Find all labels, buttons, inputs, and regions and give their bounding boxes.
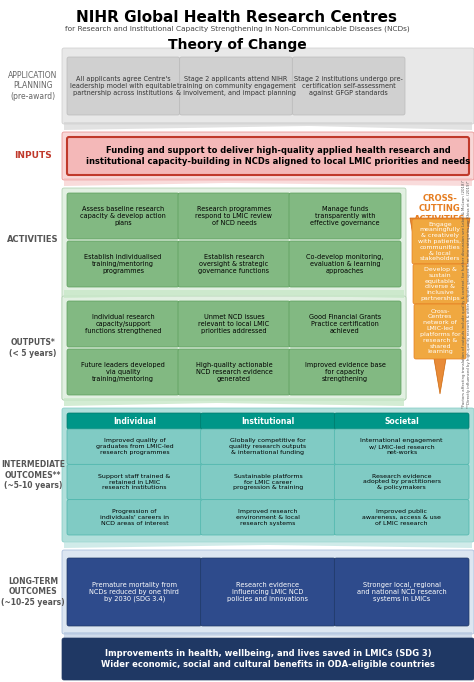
Text: Individual research
capacity/support
functions strengthened: Individual research capacity/support fun… (85, 314, 161, 334)
Text: Unmet NCD issues
relevant to local LMIC
priorities addressed: Unmet NCD issues relevant to local LMIC … (199, 314, 270, 334)
FancyBboxPatch shape (67, 193, 179, 239)
Text: Develop &
sustain
equitable,
diverse &
inclusive
partnerships: Develop & sustain equitable, diverse & i… (420, 267, 460, 301)
Text: Research evidence
adopted by practitioners
& policymakers: Research evidence adopted by practitione… (363, 474, 441, 490)
FancyBboxPatch shape (334, 464, 469, 500)
Text: Research programmes
respond to LMIC review
of NCD needs: Research programmes respond to LMIC revi… (195, 206, 273, 226)
FancyBboxPatch shape (289, 241, 401, 287)
FancyBboxPatch shape (289, 349, 401, 395)
Text: for Research and Institutional Capacity Strengthening in Non-Communicable Diseas: for Research and Institutional Capacity … (64, 25, 410, 31)
FancyBboxPatch shape (67, 241, 179, 287)
Text: Research evidence
influencing LMIC NCD
policies and innovations: Research evidence influencing LMIC NCD p… (228, 582, 309, 602)
Text: Good Financial Grants
Practice certification
achieved: Good Financial Grants Practice certifica… (309, 314, 381, 334)
Text: Theory of Change: Theory of Change (168, 38, 306, 52)
Text: *Factors affecting translation of outputs include quality & context; for further: *Factors affecting translation of output… (463, 180, 471, 409)
FancyBboxPatch shape (62, 48, 474, 124)
Text: ACTIVITIES: ACTIVITIES (7, 235, 59, 245)
Text: High-quality actionable
NCD research evidence
generated: High-quality actionable NCD research evi… (196, 362, 273, 382)
Polygon shape (64, 178, 472, 186)
FancyBboxPatch shape (62, 408, 474, 542)
Text: Establish individualised
training/mentoring
programmes: Establish individualised training/mentor… (84, 254, 162, 274)
FancyBboxPatch shape (334, 558, 469, 626)
Text: Establish research
oversight & strategic
governance functions: Establish research oversight & strategic… (199, 254, 270, 274)
Polygon shape (64, 398, 404, 406)
FancyBboxPatch shape (67, 301, 179, 347)
Polygon shape (64, 122, 472, 130)
Text: NIHR Global Health Research Centres: NIHR Global Health Research Centres (76, 10, 398, 25)
Text: Engage
meaningfully
& creatively
with patients,
communities
& local
stakeholders: Engage meaningfully & creatively with pa… (419, 222, 462, 261)
FancyBboxPatch shape (178, 241, 290, 287)
FancyBboxPatch shape (67, 349, 179, 395)
FancyBboxPatch shape (62, 550, 474, 634)
FancyBboxPatch shape (178, 301, 290, 347)
FancyBboxPatch shape (62, 296, 406, 400)
FancyBboxPatch shape (412, 219, 468, 264)
FancyBboxPatch shape (180, 57, 292, 115)
Text: Support staff trained &
retained in LMIC
research institutions: Support staff trained & retained in LMIC… (98, 474, 171, 490)
FancyBboxPatch shape (67, 57, 180, 115)
Text: OUTPUTS*
(< 5 years): OUTPUTS* (< 5 years) (9, 338, 57, 357)
FancyBboxPatch shape (67, 137, 469, 175)
FancyBboxPatch shape (62, 638, 474, 680)
Polygon shape (64, 632, 472, 638)
Text: Stage 2 institutions undergo pre-
certification self-assessment
against GFGP sta: Stage 2 institutions undergo pre- certif… (294, 76, 403, 96)
Polygon shape (410, 218, 470, 394)
Text: Improved public
awareness, access & use
of LMIC research: Improved public awareness, access & use … (362, 509, 441, 526)
Text: Future leaders developed
via quality
training/mentoring: Future leaders developed via quality tra… (81, 362, 165, 382)
Text: Cross-
Centres
network of
LMIC-led
platforms for
research &
shared
learning: Cross- Centres network of LMIC-led platf… (419, 309, 460, 355)
FancyBboxPatch shape (67, 429, 201, 464)
Text: Stage 2 applicants attend NIHR
training on community engagement
& involvement, a: Stage 2 applicants attend NIHR training … (176, 76, 296, 96)
Text: International engagement
w/ LMIC-led research
net-works: International engagement w/ LMIC-led res… (360, 439, 443, 455)
FancyBboxPatch shape (413, 264, 467, 304)
Text: Manage funds
transparently with
effective governance: Manage funds transparently with effectiv… (310, 206, 380, 226)
Polygon shape (64, 540, 472, 548)
FancyBboxPatch shape (62, 188, 406, 400)
Text: Co-develop monitoring,
evaluation & learning
approaches: Co-develop monitoring, evaluation & lear… (306, 254, 383, 274)
FancyBboxPatch shape (292, 57, 405, 115)
FancyBboxPatch shape (289, 193, 401, 239)
Text: INPUTS: INPUTS (14, 151, 52, 160)
Text: Individual: Individual (113, 417, 156, 426)
FancyBboxPatch shape (201, 558, 335, 626)
FancyBboxPatch shape (334, 429, 469, 464)
FancyBboxPatch shape (62, 132, 474, 180)
Text: APPLICATION
PLANNING
(pre-award): APPLICATION PLANNING (pre-award) (9, 71, 58, 101)
Polygon shape (64, 290, 404, 298)
Text: Improved research
environment & local
research systems: Improved research environment & local re… (236, 509, 300, 526)
Text: All applicants agree Centre's
leadership model with equitable
partnership across: All applicants agree Centre's leadership… (70, 76, 176, 96)
FancyBboxPatch shape (201, 500, 335, 535)
Text: Premature mortality from
NCDs reduced by one third
by 2030 (SDG 3.4): Premature mortality from NCDs reduced by… (90, 582, 179, 602)
FancyBboxPatch shape (414, 304, 466, 359)
FancyBboxPatch shape (201, 429, 335, 464)
FancyBboxPatch shape (334, 413, 469, 429)
Text: Societal: Societal (384, 417, 419, 426)
Text: Funding and support to deliver high-quality applied health research and
institut: Funding and support to deliver high-qual… (86, 147, 470, 166)
FancyBboxPatch shape (334, 500, 469, 535)
Text: Progression of
individuals' careers in
NCD areas of interest: Progression of individuals' careers in N… (100, 509, 169, 526)
Text: LONG-TERM
OUTCOMES
(~10-25 years): LONG-TERM OUTCOMES (~10-25 years) (1, 577, 65, 607)
FancyBboxPatch shape (178, 349, 290, 395)
Text: Stronger local, regional
and national NCD research
systems in LMICs: Stronger local, regional and national NC… (357, 582, 447, 602)
FancyBboxPatch shape (67, 500, 201, 535)
FancyBboxPatch shape (289, 301, 401, 347)
Text: Improved quality of
graduates from LMIC-led
research programmes: Improved quality of graduates from LMIC-… (96, 439, 173, 455)
FancyBboxPatch shape (67, 413, 201, 429)
Text: INTERMEDIATE
OUTCOMES**
(~5-10 years): INTERMEDIATE OUTCOMES** (~5-10 years) (1, 460, 65, 490)
FancyBboxPatch shape (67, 464, 201, 500)
FancyBboxPatch shape (67, 558, 201, 626)
Text: Sustainable platforms
for LMIC career
progression & training: Sustainable platforms for LMIC career pr… (233, 474, 303, 490)
FancyBboxPatch shape (201, 413, 335, 429)
Text: Improved evidence base
for capacity
strengthening: Improved evidence base for capacity stre… (305, 362, 385, 382)
Text: Improvements in health, wellbeing, and lives saved in LMICs (SDG 3)
Wider econom: Improvements in health, wellbeing, and l… (101, 649, 435, 668)
Text: Institutional: Institutional (241, 417, 295, 426)
FancyBboxPatch shape (201, 464, 335, 500)
Text: Globally competitive for
quality research outputs
& international funding: Globally competitive for quality researc… (229, 439, 307, 455)
Text: CROSS-
CUTTING
ACTIVITIES: CROSS- CUTTING ACTIVITIES (414, 194, 466, 224)
Text: Assess baseline research
capacity & develop action
plans: Assess baseline research capacity & deve… (80, 206, 166, 226)
FancyBboxPatch shape (178, 193, 290, 239)
